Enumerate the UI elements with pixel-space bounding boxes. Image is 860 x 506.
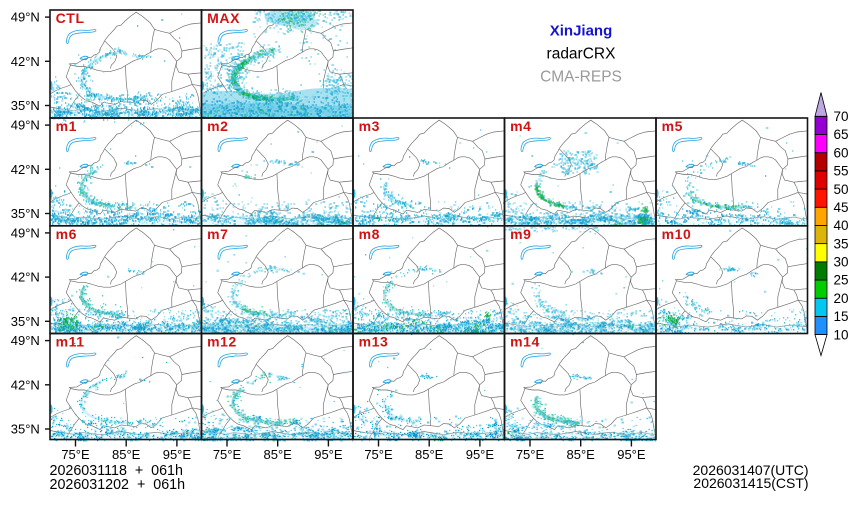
svg-text:10: 10	[834, 327, 849, 342]
svg-text:2026031118 + 061h: 2026031118 + 061h	[50, 463, 183, 479]
svg-text:35°N: 35°N	[11, 206, 40, 221]
svg-text:m12: m12	[207, 334, 237, 350]
svg-text:radarCRX: radarCRX	[547, 46, 617, 63]
svg-text:m8: m8	[359, 226, 380, 242]
svg-text:m5: m5	[662, 118, 683, 134]
svg-text:m7: m7	[207, 226, 228, 242]
svg-text:m13: m13	[359, 334, 389, 350]
svg-text:42°N: 42°N	[11, 270, 40, 285]
svg-text:85°E: 85°E	[112, 447, 141, 462]
svg-text:30: 30	[834, 255, 849, 270]
svg-text:m6: m6	[56, 226, 77, 242]
svg-text:m10: m10	[662, 226, 692, 242]
svg-text:50: 50	[834, 182, 849, 197]
svg-text:75°E: 75°E	[516, 447, 545, 462]
svg-text:m1: m1	[56, 118, 77, 134]
svg-text:35°N: 35°N	[11, 314, 40, 329]
svg-text:75°E: 75°E	[213, 447, 242, 462]
svg-text:85°E: 85°E	[567, 447, 596, 462]
svg-text:49°N: 49°N	[11, 333, 40, 348]
svg-text:m2: m2	[207, 118, 228, 134]
svg-text:2026031202 + 061h: 2026031202 + 061h	[50, 477, 186, 493]
svg-text:75°E: 75°E	[61, 447, 90, 462]
svg-text:95°E: 95°E	[617, 447, 646, 462]
svg-text:42°N: 42°N	[11, 54, 40, 69]
svg-text:2026031407(UTC): 2026031407(UTC)	[693, 462, 809, 478]
svg-text:60: 60	[834, 145, 849, 160]
svg-text:m14: m14	[510, 334, 540, 350]
svg-text:2026031415(CST): 2026031415(CST)	[693, 475, 808, 491]
svg-text:35°N: 35°N	[11, 98, 40, 113]
svg-text:65: 65	[834, 127, 849, 142]
svg-text:15: 15	[834, 309, 849, 324]
svg-text:95°E: 95°E	[466, 447, 495, 462]
svg-text:MAX: MAX	[207, 10, 240, 26]
svg-text:35: 35	[834, 236, 849, 251]
svg-text:85°E: 85°E	[415, 447, 444, 462]
svg-text:CTL: CTL	[56, 10, 85, 26]
svg-text:49°N: 49°N	[11, 118, 40, 133]
svg-text:m9: m9	[510, 226, 531, 242]
svg-text:70: 70	[834, 109, 849, 124]
svg-text:m3: m3	[359, 118, 380, 134]
svg-text:95°E: 95°E	[163, 447, 192, 462]
svg-text:55: 55	[834, 164, 849, 179]
svg-text:75°E: 75°E	[364, 447, 393, 462]
svg-text:CMA-REPS: CMA-REPS	[540, 69, 622, 86]
svg-text:25: 25	[834, 273, 849, 288]
svg-text:85°E: 85°E	[264, 447, 293, 462]
svg-text:m11: m11	[56, 334, 85, 350]
svg-text:49°N: 49°N	[11, 10, 40, 25]
svg-text:m4: m4	[510, 118, 531, 134]
svg-text:XinJiang: XinJiang	[550, 23, 613, 40]
svg-text:35°N: 35°N	[11, 422, 40, 437]
svg-text:20: 20	[834, 291, 849, 306]
svg-text:42°N: 42°N	[11, 377, 40, 392]
svg-text:45: 45	[834, 200, 849, 215]
svg-text:49°N: 49°N	[11, 226, 40, 241]
svg-text:42°N: 42°N	[11, 162, 40, 177]
svg-text:40: 40	[834, 218, 849, 233]
svg-text:95°E: 95°E	[314, 447, 343, 462]
